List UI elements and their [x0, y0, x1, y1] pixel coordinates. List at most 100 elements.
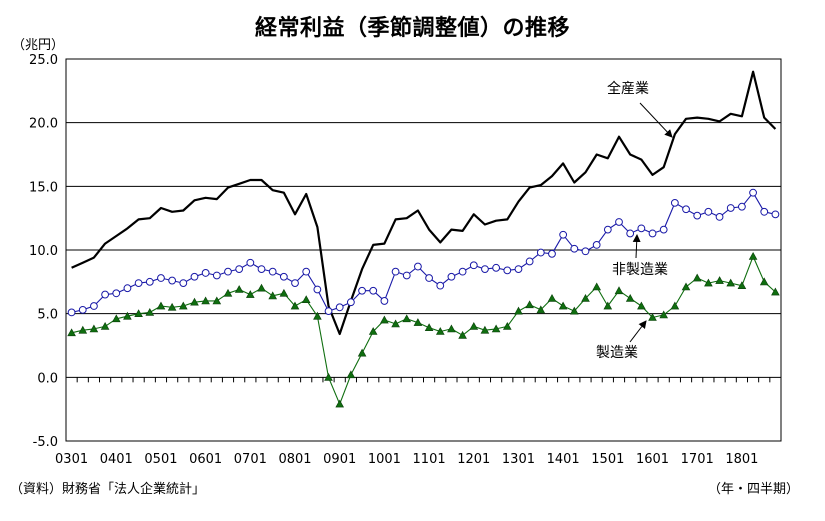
data-point — [89, 324, 99, 333]
data-point — [123, 284, 132, 293]
data-point — [502, 321, 512, 330]
data-point — [447, 324, 456, 333]
y-tick-label: 5.0 — [37, 308, 58, 323]
source-note: （資料）財務省「法人企業統計」 — [10, 482, 206, 497]
data-point — [469, 261, 478, 270]
series-label: 全産業 — [607, 80, 649, 97]
data-point — [369, 286, 378, 295]
data-point — [335, 399, 345, 408]
x-tick-label: 1601 — [636, 452, 669, 467]
data-point — [279, 272, 288, 281]
data-point — [134, 309, 143, 318]
data-point — [414, 262, 422, 271]
data-point — [637, 301, 646, 310]
y-tick-label: 20.0 — [29, 117, 58, 132]
data-point — [749, 188, 757, 197]
y-axis-unit: （兆円） — [12, 38, 65, 53]
data-point — [737, 281, 747, 290]
data-point — [234, 285, 244, 293]
data-point — [145, 277, 154, 286]
data-point — [748, 251, 758, 260]
data-point — [615, 218, 623, 226]
x-tick-label: 0501 — [144, 452, 177, 467]
label-leader-arrow — [629, 320, 647, 343]
data-point — [179, 279, 188, 288]
data-point — [569, 306, 579, 315]
data-point — [190, 297, 199, 306]
data-point — [525, 257, 534, 266]
x-tick-label: 0701 — [234, 452, 267, 467]
data-point — [592, 241, 601, 249]
data-point — [212, 271, 221, 280]
data-point — [581, 293, 590, 302]
data-point — [659, 310, 669, 319]
data-point — [78, 305, 87, 314]
data-point — [771, 210, 780, 219]
data-point — [771, 287, 780, 296]
data-point — [458, 330, 467, 339]
label-leader-arrow — [639, 102, 673, 138]
data-point — [469, 321, 479, 330]
y-tick-label: 10.0 — [29, 244, 58, 259]
data-point — [480, 325, 490, 334]
data-point — [290, 301, 300, 310]
data-point — [648, 229, 657, 238]
x-tick-label: 1201 — [457, 452, 490, 467]
series-line-製造業 — [71, 255, 776, 405]
data-point — [514, 306, 523, 315]
data-point — [324, 372, 333, 381]
data-point — [357, 348, 367, 357]
data-point — [425, 274, 433, 282]
data-point — [167, 302, 177, 311]
data-point — [626, 229, 635, 238]
series-label: 製造業 — [596, 345, 638, 361]
data-point — [514, 265, 523, 274]
x-tick-label: 1801 — [725, 452, 758, 467]
x-axis-unit: （年・四半期） — [707, 482, 799, 497]
x-tick-label: 0801 — [278, 452, 311, 467]
data-point — [670, 301, 680, 310]
x-tick-label: 0901 — [323, 452, 356, 467]
data-point — [157, 274, 165, 282]
data-point — [368, 327, 378, 335]
data-point — [257, 265, 266, 274]
label-leader-arrow — [632, 234, 641, 259]
data-point — [603, 225, 612, 234]
y-tick-label: -5.0 — [33, 435, 58, 450]
data-point — [648, 313, 657, 321]
data-point — [547, 293, 557, 302]
data-point — [759, 277, 769, 286]
data-point — [178, 301, 188, 310]
data-point — [570, 244, 579, 253]
data-point — [134, 279, 143, 288]
data-point — [279, 288, 289, 297]
data-point — [380, 297, 389, 305]
data-point — [760, 207, 769, 216]
data-point — [681, 282, 691, 291]
x-tick-label: 0601 — [189, 452, 222, 467]
data-point — [492, 263, 501, 272]
data-point — [67, 328, 76, 337]
x-tick-label: 0401 — [100, 452, 133, 467]
data-point — [224, 267, 232, 276]
data-point — [268, 291, 278, 300]
data-point — [692, 273, 702, 282]
data-point — [458, 267, 467, 276]
x-tick-label: 1401 — [547, 452, 580, 467]
data-point — [715, 212, 724, 221]
chart-title: 経常利益（季節調整値）の推移 — [254, 16, 570, 41]
data-point — [592, 282, 602, 291]
data-point — [402, 271, 411, 280]
data-point — [737, 202, 746, 211]
data-point — [614, 286, 624, 295]
data-point — [201, 269, 210, 277]
data-point — [693, 211, 702, 220]
data-point — [491, 324, 501, 333]
data-point — [246, 258, 255, 267]
data-point — [659, 225, 668, 234]
data-point — [704, 207, 713, 216]
data-point — [346, 370, 356, 379]
x-tick-label: 0301 — [55, 452, 88, 467]
data-point — [391, 319, 400, 328]
data-point — [101, 290, 110, 299]
